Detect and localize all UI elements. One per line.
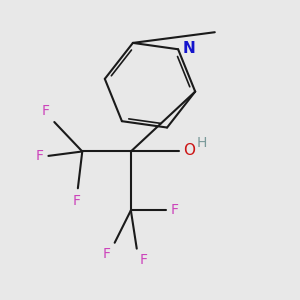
Text: H: H [196, 136, 207, 150]
Text: F: F [72, 194, 80, 208]
Text: F: F [140, 253, 148, 267]
Text: O: O [183, 143, 195, 158]
Text: N: N [183, 41, 196, 56]
Text: F: F [36, 149, 44, 163]
Text: F: F [42, 103, 50, 118]
Text: F: F [102, 247, 110, 261]
Text: F: F [171, 203, 178, 218]
